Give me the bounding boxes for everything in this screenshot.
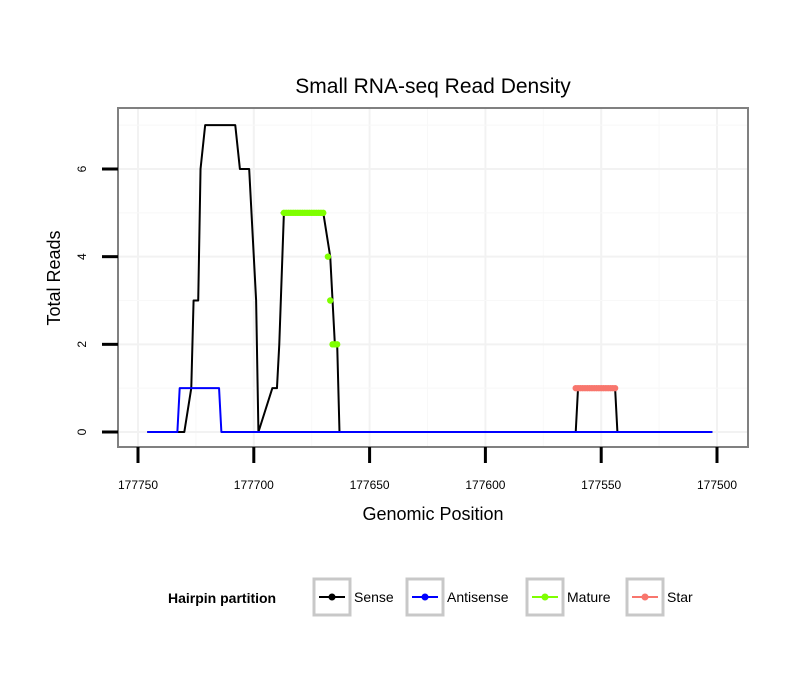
x-tick-label: 177750 <box>118 478 158 492</box>
legend-item-sense: Sense <box>312 577 394 617</box>
legend-key-point <box>641 593 649 601</box>
legend-title: Hairpin partition <box>168 590 276 606</box>
mature-point <box>324 253 332 260</box>
x-tick-label: 177600 <box>465 478 505 492</box>
y-tick-label: 0 <box>75 428 89 435</box>
y-tick-label: 2 <box>75 341 89 348</box>
x-tick-label: 177550 <box>581 478 621 492</box>
series-layer <box>147 124 713 433</box>
legend-label-star: Star <box>667 589 693 605</box>
legend-label-mature: Mature <box>567 589 611 605</box>
legend-label-antisense: Antisense <box>447 589 509 605</box>
legend-item-star: Star <box>625 577 693 617</box>
series-antisense <box>147 387 713 433</box>
y-tick-label: 4 <box>75 253 89 260</box>
antisense-line <box>147 387 713 433</box>
mature-point <box>327 297 334 304</box>
legend-key-point <box>421 593 429 601</box>
panel-background <box>118 108 748 447</box>
star-point <box>611 384 619 392</box>
legend-key-point <box>541 593 549 601</box>
x-axis-title: Genomic Position <box>362 504 503 524</box>
mature-point <box>333 341 341 348</box>
legend-label-sense: Sense <box>354 589 394 605</box>
legend-key-point <box>328 593 336 601</box>
axes: 177750 177700 177650 177600 177550 177500 0 2 4 6 <box>75 107 749 492</box>
x-tick-label: 177500 <box>697 478 737 492</box>
series-mature <box>280 209 341 348</box>
chart-title: Small RNA-seq Read Density <box>295 75 571 98</box>
legend-item-mature: Mature <box>525 577 611 617</box>
series-star <box>572 384 619 392</box>
x-tick-label: 177700 <box>234 478 274 492</box>
y-axis-title: Total Reads <box>44 230 64 325</box>
legend-item-antisense: Antisense <box>405 577 509 617</box>
panel-border <box>117 107 749 448</box>
plot-panel <box>118 108 748 447</box>
x-tick-label: 177650 <box>350 478 390 492</box>
mature-point <box>320 209 327 217</box>
y-tick-label: 6 <box>75 165 89 172</box>
legend: Hairpin partition Sense Antisense Mature St… <box>168 577 693 617</box>
